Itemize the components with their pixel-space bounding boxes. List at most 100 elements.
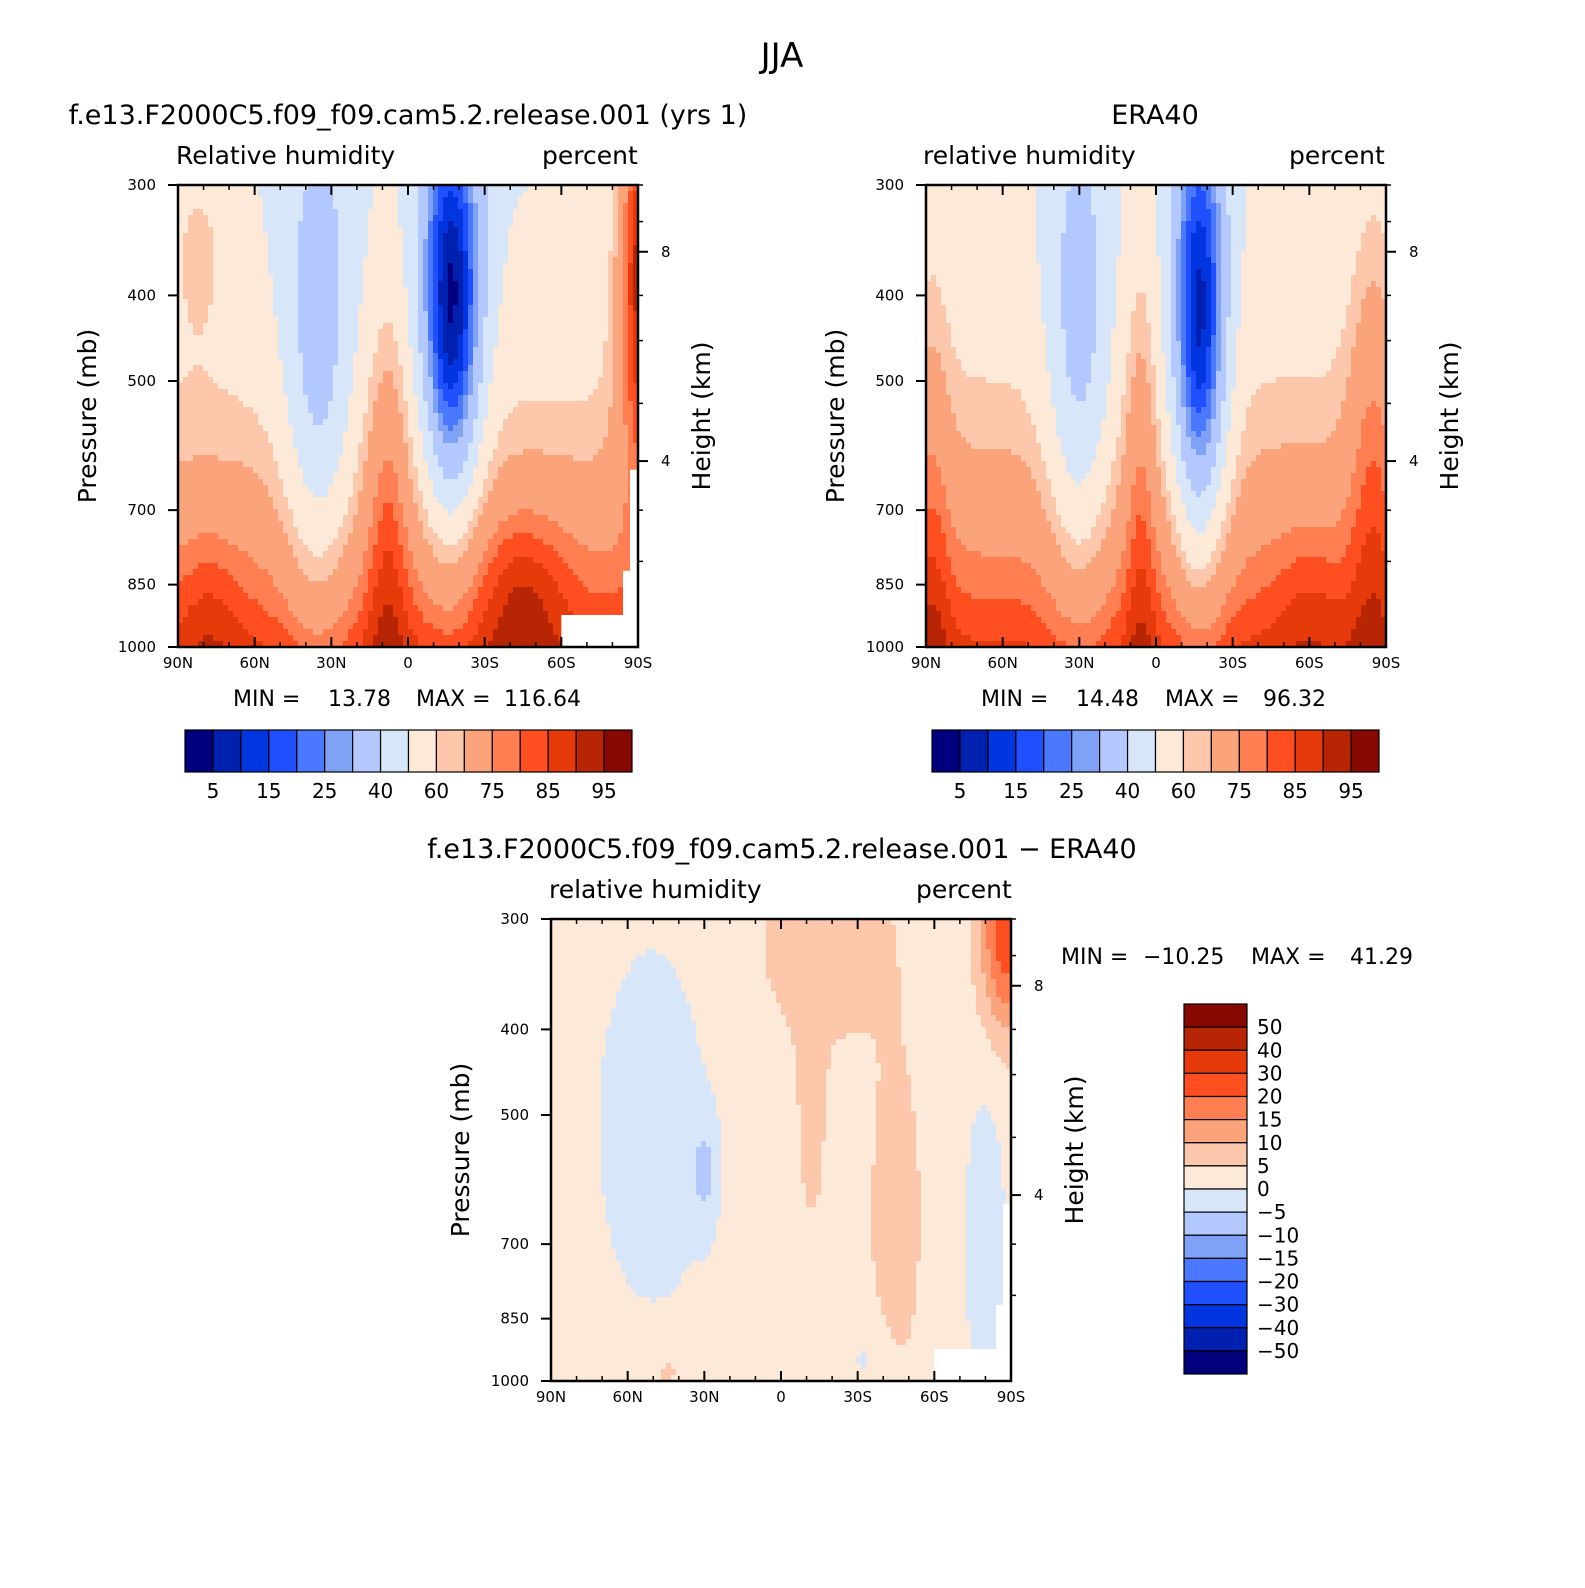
contour-cell	[453, 293, 459, 300]
contour-cell	[318, 353, 324, 360]
contour-cell	[443, 221, 449, 228]
contour-cell	[428, 443, 434, 450]
contour-cell	[448, 347, 454, 354]
contour-cell	[323, 371, 329, 378]
contour-cell	[293, 245, 299, 252]
contour-cell	[278, 299, 284, 306]
contour-cell	[228, 299, 234, 306]
contour-cell	[463, 275, 469, 282]
contour-cell	[248, 197, 254, 204]
contour-cell	[368, 209, 374, 216]
contour-cell	[508, 335, 514, 342]
contour-cell	[313, 413, 319, 420]
contour-cell	[328, 443, 334, 450]
contour-cell	[438, 455, 444, 462]
contour-cell	[193, 311, 199, 318]
contour-cell	[438, 281, 444, 288]
contour-cell	[293, 305, 299, 312]
contour-cell	[378, 185, 384, 192]
contour-cell	[343, 251, 349, 258]
contour-cell	[508, 281, 514, 288]
contour-cell	[208, 257, 214, 264]
contour-cell	[633, 383, 639, 390]
contour-cell	[553, 395, 559, 402]
contour-cell	[288, 503, 294, 510]
contour-cell	[453, 227, 459, 234]
contour-cell	[423, 425, 429, 432]
contour-cell	[378, 191, 384, 198]
contour-cell	[318, 455, 324, 462]
contour-cell	[178, 389, 184, 396]
contour-cell	[383, 305, 389, 312]
contour-cell	[318, 257, 324, 264]
contour-cell	[578, 239, 584, 246]
contour-cell	[243, 257, 249, 264]
contour-cell	[623, 305, 629, 312]
contour-cell	[258, 221, 264, 228]
contour-cell	[308, 413, 314, 420]
contour-cell	[303, 353, 309, 360]
contour-cell	[553, 407, 559, 414]
contour-cell	[548, 191, 554, 198]
contour-cell	[408, 425, 414, 432]
contour-cell	[553, 425, 559, 432]
contour-cell	[633, 299, 639, 306]
contour-cell	[488, 221, 494, 228]
contour-cell	[488, 359, 494, 366]
contour-cell	[438, 365, 444, 372]
contour-cell	[528, 467, 534, 474]
contour-cell	[393, 461, 399, 468]
contour-cell	[523, 299, 529, 306]
contour-cell	[488, 287, 494, 294]
contour-cell	[323, 251, 329, 258]
contour-cell	[548, 269, 554, 276]
contour-cell	[333, 203, 339, 210]
contour-cell	[563, 335, 569, 342]
contour-cell	[338, 503, 344, 510]
contour-cell	[428, 215, 434, 222]
contour-cell	[483, 275, 489, 282]
contour-cell	[183, 383, 189, 390]
contour-cell	[318, 359, 324, 366]
contour-cell	[213, 281, 219, 288]
contour-cell	[183, 335, 189, 342]
contour-cell	[428, 401, 434, 408]
contour-cell	[353, 377, 359, 384]
contour-cell	[458, 353, 464, 360]
contour-cell	[413, 491, 419, 498]
contour-cell	[588, 407, 594, 414]
contour-cell	[383, 311, 389, 318]
contour-cell	[353, 215, 359, 222]
contour-cell	[618, 239, 624, 246]
contour-cell	[618, 407, 624, 414]
contour-cell	[273, 281, 279, 288]
contour-cell	[493, 419, 499, 426]
contour-cell	[493, 341, 499, 348]
contour-cell	[278, 413, 284, 420]
contour-cell	[343, 203, 349, 210]
contour-cell	[183, 461, 189, 468]
contour-cell	[253, 413, 259, 420]
contour-cell	[413, 359, 419, 366]
contour-cell	[403, 347, 409, 354]
contour-cell	[408, 299, 414, 306]
contour-cell	[228, 503, 234, 510]
contour-cell	[323, 269, 329, 276]
contour-cell	[523, 479, 529, 486]
contour-cell	[513, 431, 519, 438]
contour-cell	[293, 347, 299, 354]
contour-cell	[268, 299, 274, 306]
contour-cell	[178, 293, 184, 300]
contour-cell	[273, 329, 279, 336]
contour-cell	[463, 317, 469, 324]
contour-cell	[233, 257, 239, 264]
contour-cell	[613, 317, 619, 324]
contour-cell	[578, 503, 584, 510]
contour-cell	[178, 371, 184, 378]
contour-cell	[368, 287, 374, 294]
contour-cell	[358, 245, 364, 252]
contour-cell	[203, 227, 209, 234]
contour-cell	[278, 263, 284, 270]
contour-cell	[273, 407, 279, 414]
contour-cell	[368, 491, 374, 498]
